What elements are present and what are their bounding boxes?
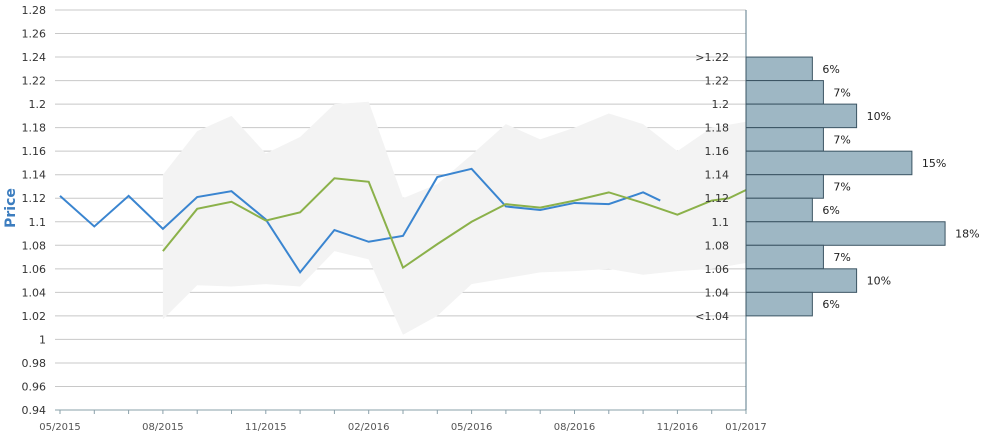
histogram-bin-label: 1.22 (705, 75, 730, 88)
histogram-percent-label: 18% (955, 228, 979, 241)
y-tick-label: 1.1 (29, 216, 47, 229)
histogram-percent-label: 10% (867, 275, 891, 288)
x-tick-label: 11/2016 (657, 422, 699, 433)
histogram-bar (745, 197, 813, 223)
histogram-bar (745, 268, 858, 293)
y-tick-label: 1.26 (22, 28, 47, 41)
y-tick-label: 0.94 (22, 404, 47, 417)
y-tick-label: 1.12 (22, 192, 47, 205)
y-axis-label: Price (3, 188, 19, 228)
histogram-percent-label: 7% (833, 133, 850, 146)
y-tick-label: 1.14 (22, 169, 47, 182)
histogram-percent-label: 7% (833, 86, 850, 99)
histogram-percent-label: 15% (922, 157, 946, 170)
y-tick-label: 1.06 (22, 263, 47, 276)
histogram-bin-label: 1.2 (712, 98, 730, 111)
x-tick-label: 11/2015 (245, 422, 287, 433)
y-tick-label: 1.16 (22, 145, 47, 158)
histogram-bin-label: <1.04 (695, 310, 729, 323)
histogram-bin-label: 1.12 (705, 192, 730, 205)
y-tick-label: 1.2 (29, 98, 47, 111)
y-tick-label: 0.98 (22, 357, 47, 370)
histogram-percent-label: 7% (833, 180, 850, 193)
histogram-bar (745, 221, 946, 246)
y-tick-label: 1.08 (22, 239, 47, 252)
histogram-bar (745, 174, 824, 199)
x-tick-label: 05/2016 (451, 422, 493, 433)
histogram-bin-label: 1.08 (705, 239, 730, 252)
band-area (162, 101, 746, 335)
histogram-bar (745, 127, 824, 152)
histogram-percent-label: 6% (822, 298, 839, 311)
histogram-bar (745, 56, 813, 82)
y-tick-label: 1 (39, 333, 46, 346)
histogram-bar (745, 244, 824, 270)
y-tick-label: 1.22 (22, 75, 47, 88)
histogram-bin-label: 1.1 (712, 216, 730, 229)
x-tick-label: 05/2015 (39, 422, 81, 433)
x-tick-label: 02/2016 (348, 422, 390, 433)
x-tick-label: 08/2016 (554, 422, 596, 433)
x-tick-label: 01/2017 (725, 422, 767, 433)
histogram-bin-label: >1.22 (695, 51, 729, 64)
y-tick-label: 1.24 (22, 51, 47, 64)
x-tick-label: 08/2015 (142, 422, 184, 433)
histogram-bar (745, 291, 813, 317)
series-lines (59, 167, 747, 275)
y-tick-labels: 0.94 0.96 0.98 1 1.02 1.04 1.06 1.08 1.1 1.12 1.14… (22, 4, 47, 417)
histogram-bin-label: 1.14 (705, 169, 730, 182)
series-line-2 (162, 177, 747, 270)
y-tick-label: 1.02 (22, 310, 47, 323)
histogram-bar (745, 80, 824, 105)
histogram-percent-label: 10% (867, 110, 891, 123)
histogram: 6% >1.22 7% 1.22 10% 1.2 7% 1.18 15% 1.16 7% 1.14 6%… (695, 51, 979, 323)
x-tick-labels: 05/2015 08/2015 11/2015 02/2016 05/2016 08/20… (39, 422, 767, 433)
series-line-1 (59, 167, 661, 275)
histogram-bar (745, 103, 858, 129)
histogram-percent-label: 7% (833, 251, 850, 264)
histogram-bin-label: 1.16 (705, 145, 730, 158)
y-tick-label: 1.18 (22, 122, 47, 135)
y-tick-label: 1.04 (22, 286, 47, 299)
y-tick-label: 0.96 (22, 380, 47, 393)
confidence-band (162, 101, 746, 335)
histogram-bin-label: 1.04 (705, 286, 730, 299)
histogram-bin-label: 1.06 (705, 263, 730, 276)
histogram-bar (745, 150, 913, 176)
y-tick-label: 1.28 (22, 4, 47, 17)
histogram-percent-label: 6% (822, 204, 839, 217)
histogram-percent-label: 6% (822, 63, 839, 76)
histogram-bin-label: 1.18 (705, 122, 730, 135)
